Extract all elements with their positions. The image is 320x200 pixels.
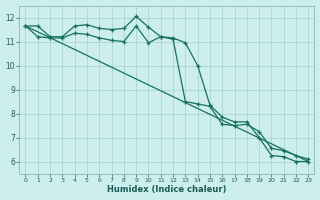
X-axis label: Humidex (Indice chaleur): Humidex (Indice chaleur) — [107, 185, 227, 194]
